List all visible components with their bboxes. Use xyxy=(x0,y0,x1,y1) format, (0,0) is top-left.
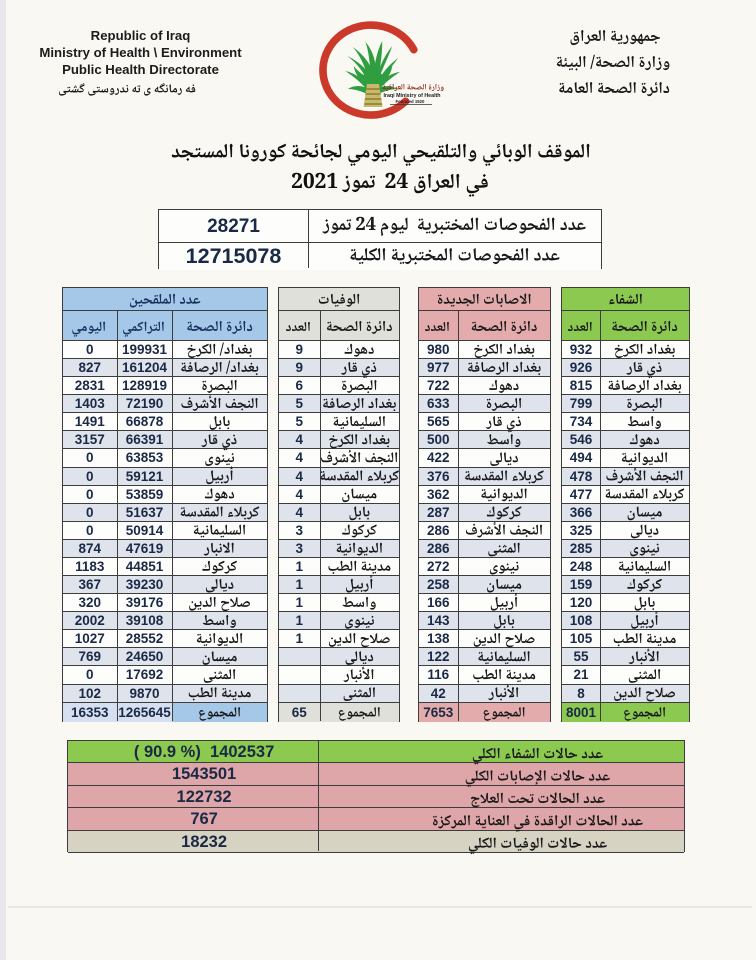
svg-text:Founded 1920: Founded 1920 xyxy=(396,99,426,104)
svg-text:Iraqi Ministry of Health: Iraqi Ministry of Health xyxy=(383,93,440,99)
